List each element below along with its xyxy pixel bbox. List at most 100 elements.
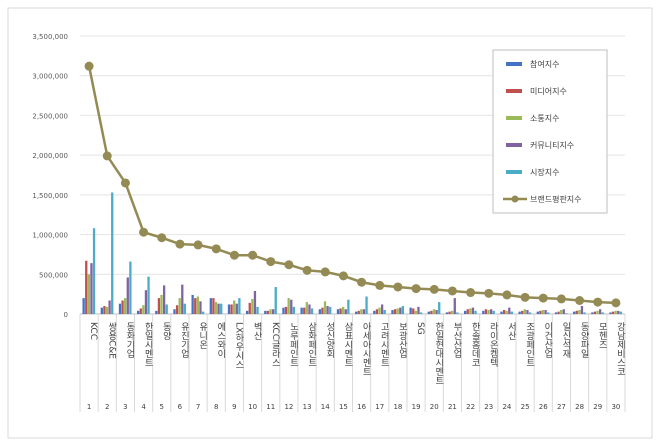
bar-1 [373, 310, 376, 314]
rank-label: 23 [484, 403, 493, 411]
y-tick-label: 3,000,000 [32, 73, 68, 81]
rank-label: 2 [105, 403, 109, 411]
legend-label: 미디어지수 [530, 86, 567, 96]
bar-3 [160, 294, 163, 314]
line-point [357, 277, 367, 287]
bar-4 [526, 310, 529, 314]
bar-5 [111, 192, 114, 314]
x-tick-label: 조광페인트 [524, 322, 534, 367]
rank-label: 25 [521, 403, 530, 411]
bar-2 [121, 300, 124, 314]
line-point [248, 250, 258, 260]
line-point [302, 265, 312, 275]
line-point [593, 297, 603, 307]
bar-5 [547, 312, 550, 314]
x-tick-label: 동양파일 [579, 322, 589, 358]
legend-label: 참여지수 [530, 59, 559, 69]
line-point [139, 227, 149, 237]
bar-4 [580, 306, 584, 314]
rank-label: 15 [339, 403, 348, 411]
line-point [520, 292, 530, 302]
bar-4 [308, 304, 311, 314]
x-tick-label: 성신양회 [324, 322, 334, 359]
rank-label: 18 [393, 403, 402, 411]
line-point [484, 288, 494, 298]
bar-1 [118, 303, 122, 314]
rank-label: 28 [575, 403, 584, 411]
bar-5 [565, 313, 568, 314]
bar-3 [342, 306, 345, 314]
line-point [211, 244, 221, 254]
x-tick-label: KCC [88, 322, 98, 340]
bar-5 [310, 308, 314, 314]
line-point [102, 151, 112, 161]
rank-label: 17 [375, 403, 384, 411]
line-point [447, 286, 457, 296]
bar-3 [451, 310, 454, 314]
bar-3 [233, 300, 236, 314]
bar-3 [541, 310, 545, 314]
x-tick-label: 이건산업 [542, 322, 552, 358]
bar-4 [508, 307, 511, 314]
x-tick-label: 동양 [161, 322, 171, 340]
bar-4 [362, 309, 366, 314]
bar-2 [175, 305, 179, 314]
rank-label: 27 [557, 403, 566, 411]
bar-3 [196, 296, 199, 314]
bar-5 [474, 310, 477, 314]
legend-label: 시장지수 [530, 167, 559, 177]
bar-3 [560, 310, 563, 314]
bar-4 [217, 303, 220, 314]
line-point [375, 280, 385, 290]
bar-1 [554, 312, 558, 314]
bar-4 [235, 303, 238, 314]
bar-2 [484, 309, 488, 314]
bar-1 [246, 310, 249, 314]
bar-2 [284, 306, 288, 314]
bar-1 [445, 312, 449, 314]
rank-label: 12 [284, 403, 293, 411]
bar-1 [264, 310, 267, 314]
rank-label: 6 [178, 403, 183, 411]
bar-1 [100, 307, 103, 314]
x-tick-label: 강남제비스코 [615, 322, 625, 376]
x-tick-label: 노루페인트 [288, 322, 298, 367]
line-point [175, 239, 185, 249]
x-tick-label: 삼표시멘트 [342, 322, 352, 367]
y-tick-label: 1,000,000 [32, 232, 68, 240]
bar-1 [355, 311, 358, 314]
bar-4 [598, 309, 602, 314]
bar-2 [303, 307, 306, 314]
rank-label: 21 [448, 403, 457, 411]
bar-3 [487, 310, 490, 314]
line-point [320, 267, 330, 277]
x-tick-label: 보광산업 [397, 322, 407, 358]
bar-3 [323, 301, 327, 314]
bar-2 [85, 260, 88, 314]
line-point [611, 298, 621, 308]
bar-1 [155, 310, 158, 314]
bar-3 [523, 309, 526, 314]
bar-2 [412, 308, 415, 314]
bar-5 [456, 312, 459, 314]
bar-4 [399, 307, 402, 314]
bar-5 [347, 299, 350, 314]
bar-3 [378, 307, 381, 314]
line-point [538, 293, 548, 303]
rank-label: 14 [321, 403, 330, 411]
bar-1 [209, 298, 212, 314]
bar-1 [409, 307, 412, 314]
bar-4 [181, 284, 184, 314]
bar-5 [92, 228, 96, 314]
y-tick-label: 0 [64, 311, 68, 319]
bar-3 [432, 309, 436, 314]
rank-label: 4 [141, 403, 146, 411]
bar-1 [518, 311, 521, 314]
rank-label: 3 [123, 403, 127, 411]
bar-1 [173, 309, 176, 314]
bar-4 [253, 290, 257, 314]
y-tick-label: 500,000 [39, 271, 68, 279]
bar-1 [300, 307, 303, 314]
bar-5 [383, 310, 386, 314]
